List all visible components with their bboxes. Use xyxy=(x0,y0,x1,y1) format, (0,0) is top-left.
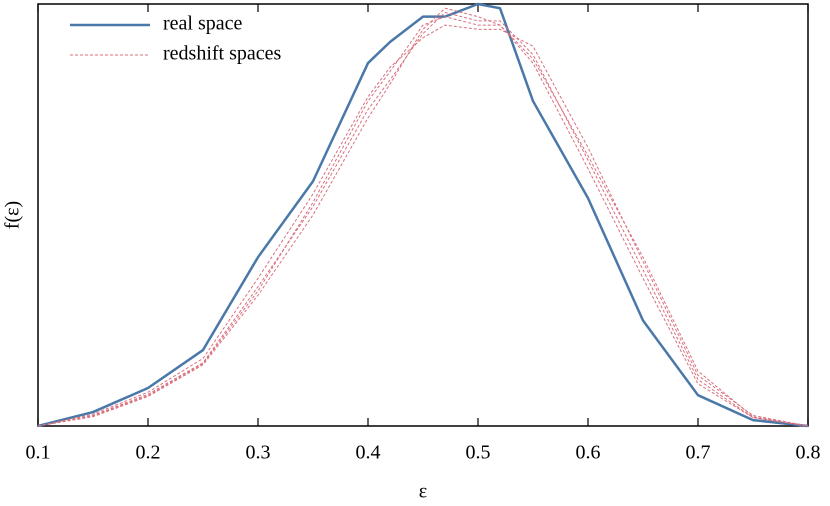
x-axis-label: ε xyxy=(419,481,427,503)
series-line xyxy=(37,24,809,427)
x-tick-label: 0.4 xyxy=(356,442,381,464)
series-line xyxy=(37,7,809,427)
x-tick-label: 0.5 xyxy=(466,442,491,464)
x-tick-label: 0.6 xyxy=(576,442,601,464)
x-tick-label: 0.8 xyxy=(796,442,821,464)
x-tick-label: 0.1 xyxy=(26,442,51,464)
series-line xyxy=(37,16,809,427)
series-line xyxy=(37,11,809,427)
legend-label: redshift spaces xyxy=(163,43,282,65)
plot-frame xyxy=(37,3,809,427)
x-tick-label: 0.3 xyxy=(246,442,271,464)
y-axis-label: f(ε) xyxy=(2,201,24,229)
x-tick-label: 0.7 xyxy=(686,442,711,464)
x-tick-label: 0.2 xyxy=(136,442,161,464)
series-line xyxy=(37,2,809,428)
legend-label: real space xyxy=(163,13,243,35)
